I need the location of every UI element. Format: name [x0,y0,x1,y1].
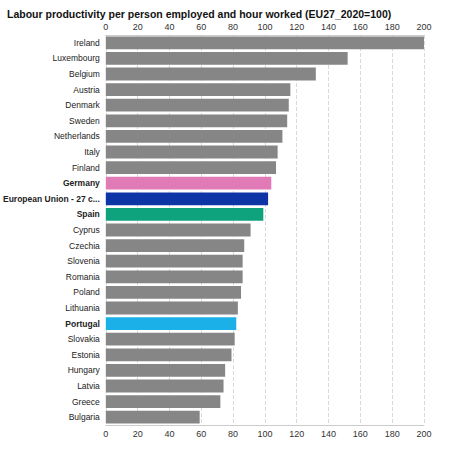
svg-text:20: 20 [133,22,143,32]
svg-text:Austria: Austria [73,85,100,95]
svg-text:120: 120 [289,22,304,32]
svg-text:0: 0 [103,22,108,32]
svg-text:Lithuania: Lithuania [65,303,100,313]
svg-text:40: 40 [164,22,174,32]
svg-text:Netherlands: Netherlands [54,131,100,141]
svg-text:Luxembourg: Luxembourg [53,53,101,63]
svg-text:Czechia: Czechia [69,241,100,251]
svg-text:200: 200 [416,429,431,439]
svg-text:Slovakia: Slovakia [68,334,100,344]
svg-text:Denmark: Denmark [65,100,100,110]
svg-text:Estonia: Estonia [71,350,100,360]
svg-text:Romania: Romania [66,272,100,282]
svg-text:180: 180 [385,22,400,32]
svg-text:40: 40 [164,429,174,439]
svg-text:200: 200 [416,22,431,32]
svg-text:60: 60 [196,22,206,32]
svg-text:Sweden: Sweden [69,116,100,126]
svg-text:Slovenia: Slovenia [67,256,100,266]
svg-text:Greece: Greece [72,397,100,407]
svg-text:Spain: Spain [77,209,100,219]
svg-text:0: 0 [103,429,108,439]
svg-text:100: 100 [257,22,272,32]
svg-text:Belgium: Belgium [69,69,100,79]
svg-text:160: 160 [353,22,368,32]
svg-text:20: 20 [133,429,143,439]
svg-text:140: 140 [321,22,336,32]
svg-text:120: 120 [289,429,304,439]
svg-text:80: 80 [228,429,238,439]
svg-text:60: 60 [196,429,206,439]
svg-text:Latvia: Latvia [77,381,100,391]
svg-text:Cyprus: Cyprus [73,225,100,235]
svg-text:European Union - 27 c...: European Union - 27 c... [3,194,100,204]
svg-text:Hungary: Hungary [68,365,101,375]
svg-text:Finland: Finland [72,163,100,173]
svg-text:Germany: Germany [63,178,100,188]
svg-text:Poland: Poland [73,287,100,297]
svg-text:Bulgaria: Bulgaria [69,412,100,422]
svg-text:80: 80 [228,22,238,32]
svg-text:140: 140 [321,429,336,439]
svg-text:Italy: Italy [84,147,100,157]
svg-text:160: 160 [353,429,368,439]
svg-text:Labour productivity per person: Labour productivity per person employed … [7,8,391,20]
svg-text:Portugal: Portugal [65,319,99,329]
svg-text:Ireland: Ireland [74,38,100,48]
svg-text:100: 100 [257,429,272,439]
svg-text:180: 180 [385,429,400,439]
